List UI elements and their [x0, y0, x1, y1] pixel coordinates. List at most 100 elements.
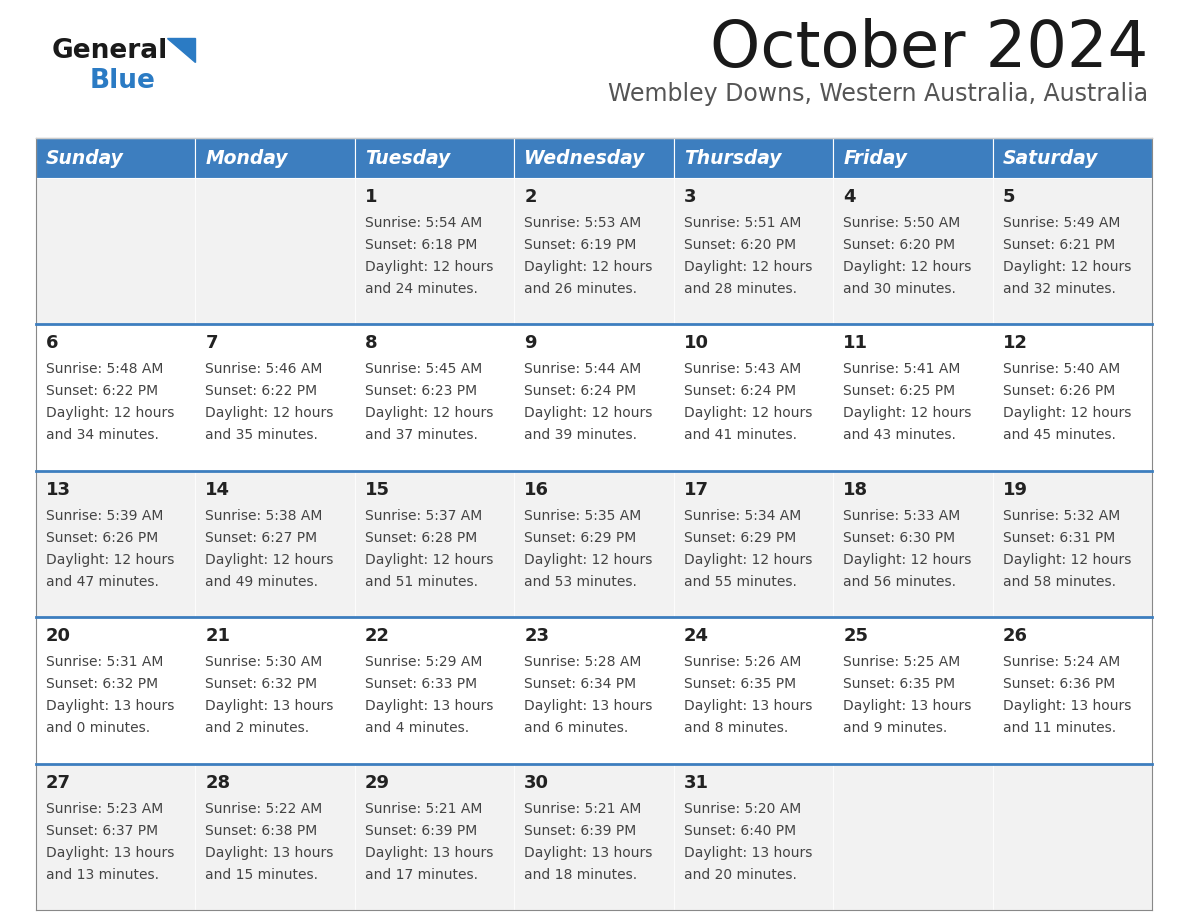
Text: Daylight: 13 hours: Daylight: 13 hours [843, 700, 972, 713]
Polygon shape [168, 38, 195, 62]
Text: and 47 minutes.: and 47 minutes. [46, 575, 159, 588]
Bar [674, 617, 833, 764]
Text: Sunset: 6:26 PM: Sunset: 6:26 PM [1003, 385, 1114, 398]
Text: and 43 minutes.: and 43 minutes. [843, 429, 956, 442]
Text: and 4 minutes.: and 4 minutes. [365, 722, 469, 735]
Text: 30: 30 [524, 774, 549, 791]
Text: Sunrise: 5:38 AM: Sunrise: 5:38 AM [206, 509, 323, 522]
Text: Sunset: 6:19 PM: Sunset: 6:19 PM [524, 238, 637, 252]
Text: Sunset: 6:22 PM: Sunset: 6:22 PM [206, 385, 317, 398]
Text: 11: 11 [843, 334, 868, 353]
Text: Sunrise: 5:31 AM: Sunrise: 5:31 AM [46, 655, 164, 669]
Text: Daylight: 13 hours: Daylight: 13 hours [46, 700, 175, 713]
Bar [514, 617, 674, 764]
Text: Sunrise: 5:35 AM: Sunrise: 5:35 AM [524, 509, 642, 522]
Text: 13: 13 [46, 481, 71, 498]
Bar [674, 764, 833, 910]
Text: Daylight: 13 hours: Daylight: 13 hours [365, 700, 493, 713]
Text: Sunset: 6:23 PM: Sunset: 6:23 PM [365, 385, 478, 398]
Text: and 24 minutes.: and 24 minutes. [365, 282, 478, 296]
Text: Sunset: 6:18 PM: Sunset: 6:18 PM [365, 238, 478, 252]
Text: Sunrise: 5:21 AM: Sunrise: 5:21 AM [365, 801, 482, 815]
Text: Daylight: 12 hours: Daylight: 12 hours [206, 553, 334, 566]
Text: and 9 minutes.: and 9 minutes. [843, 722, 947, 735]
Bar [674, 138, 833, 178]
Text: and 0 minutes.: and 0 minutes. [46, 722, 150, 735]
Bar [992, 178, 1152, 324]
Text: Monday: Monday [206, 149, 287, 167]
Text: Sunday: Sunday [46, 149, 124, 167]
Text: Sunrise: 5:21 AM: Sunrise: 5:21 AM [524, 801, 642, 815]
Text: Sunrise: 5:37 AM: Sunrise: 5:37 AM [365, 509, 482, 522]
Bar [833, 324, 992, 471]
Text: Sunset: 6:20 PM: Sunset: 6:20 PM [684, 238, 796, 252]
Text: Sunset: 6:34 PM: Sunset: 6:34 PM [524, 677, 637, 691]
Bar [355, 178, 514, 324]
Text: Sunrise: 5:33 AM: Sunrise: 5:33 AM [843, 509, 960, 522]
Text: Daylight: 12 hours: Daylight: 12 hours [365, 260, 493, 274]
Text: and 41 minutes.: and 41 minutes. [684, 429, 797, 442]
Bar [833, 178, 992, 324]
Text: Sunrise: 5:46 AM: Sunrise: 5:46 AM [206, 363, 323, 376]
Bar [833, 617, 992, 764]
Text: Sunrise: 5:39 AM: Sunrise: 5:39 AM [46, 509, 164, 522]
Text: and 56 minutes.: and 56 minutes. [843, 575, 956, 588]
Bar [196, 617, 355, 764]
Bar [514, 324, 674, 471]
Text: Daylight: 12 hours: Daylight: 12 hours [365, 553, 493, 566]
Text: Sunrise: 5:51 AM: Sunrise: 5:51 AM [684, 216, 801, 230]
Text: Daylight: 12 hours: Daylight: 12 hours [843, 407, 972, 420]
Bar [674, 324, 833, 471]
Bar [355, 324, 514, 471]
Bar [992, 138, 1152, 178]
Text: Sunrise: 5:54 AM: Sunrise: 5:54 AM [365, 216, 482, 230]
Text: Sunset: 6:25 PM: Sunset: 6:25 PM [843, 385, 955, 398]
Text: Sunrise: 5:50 AM: Sunrise: 5:50 AM [843, 216, 960, 230]
Bar [36, 138, 196, 178]
Bar [833, 138, 992, 178]
Text: 4: 4 [843, 188, 855, 206]
Bar [196, 471, 355, 617]
Text: 2: 2 [524, 188, 537, 206]
Text: Thursday: Thursday [684, 149, 782, 167]
Text: 1: 1 [365, 188, 378, 206]
Text: Sunset: 6:24 PM: Sunset: 6:24 PM [684, 385, 796, 398]
Text: Daylight: 12 hours: Daylight: 12 hours [1003, 260, 1131, 274]
Text: 5: 5 [1003, 188, 1015, 206]
Text: Daylight: 13 hours: Daylight: 13 hours [365, 845, 493, 859]
Text: Blue: Blue [90, 68, 156, 94]
Text: General: General [52, 38, 169, 64]
Text: Sunset: 6:21 PM: Sunset: 6:21 PM [1003, 238, 1114, 252]
Text: and 18 minutes.: and 18 minutes. [524, 868, 638, 881]
Text: Sunset: 6:40 PM: Sunset: 6:40 PM [684, 823, 796, 837]
Bar [992, 471, 1152, 617]
Bar [514, 471, 674, 617]
Bar [355, 617, 514, 764]
Bar [196, 764, 355, 910]
Text: Daylight: 12 hours: Daylight: 12 hours [1003, 407, 1131, 420]
Bar [514, 138, 674, 178]
Text: Daylight: 13 hours: Daylight: 13 hours [684, 700, 813, 713]
Text: Daylight: 13 hours: Daylight: 13 hours [1003, 700, 1131, 713]
Text: 12: 12 [1003, 334, 1028, 353]
Bar [833, 764, 992, 910]
Text: Sunrise: 5:28 AM: Sunrise: 5:28 AM [524, 655, 642, 669]
Text: Daylight: 13 hours: Daylight: 13 hours [206, 845, 334, 859]
Text: and 39 minutes.: and 39 minutes. [524, 429, 637, 442]
Text: Sunrise: 5:48 AM: Sunrise: 5:48 AM [46, 363, 164, 376]
Text: Sunset: 6:24 PM: Sunset: 6:24 PM [524, 385, 637, 398]
Text: Daylight: 12 hours: Daylight: 12 hours [524, 407, 652, 420]
Text: Sunrise: 5:20 AM: Sunrise: 5:20 AM [684, 801, 801, 815]
Text: 29: 29 [365, 774, 390, 791]
Text: Sunrise: 5:32 AM: Sunrise: 5:32 AM [1003, 509, 1120, 522]
Text: 23: 23 [524, 627, 549, 645]
Text: Sunrise: 5:23 AM: Sunrise: 5:23 AM [46, 801, 163, 815]
Text: and 28 minutes.: and 28 minutes. [684, 282, 797, 296]
Text: Sunset: 6:32 PM: Sunset: 6:32 PM [46, 677, 158, 691]
Text: 15: 15 [365, 481, 390, 498]
Text: and 49 minutes.: and 49 minutes. [206, 575, 318, 588]
Bar [674, 178, 833, 324]
Text: Sunrise: 5:43 AM: Sunrise: 5:43 AM [684, 363, 801, 376]
Text: Sunset: 6:29 PM: Sunset: 6:29 PM [524, 531, 637, 544]
Text: Daylight: 13 hours: Daylight: 13 hours [684, 845, 813, 859]
